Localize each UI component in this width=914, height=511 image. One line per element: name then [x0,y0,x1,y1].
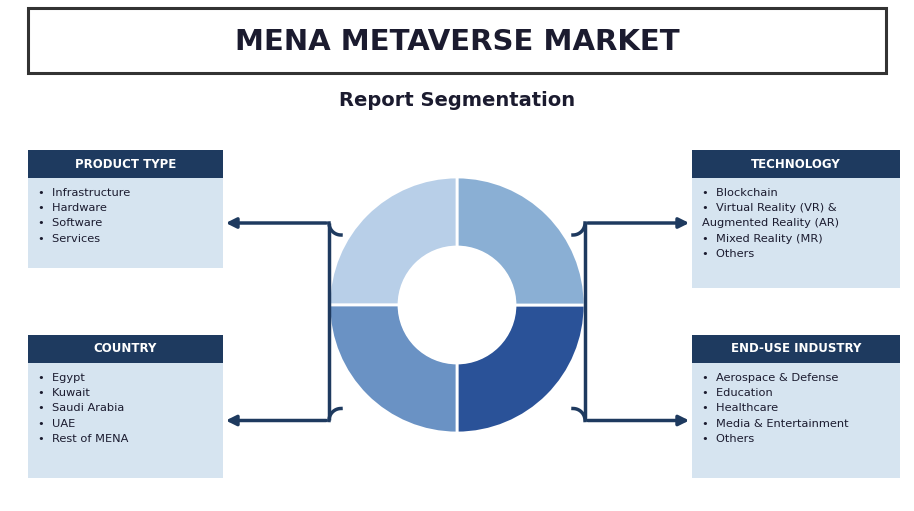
Wedge shape [457,305,585,433]
Text: •  Infrastructure
•  Hardware
•  Software
•  Services: • Infrastructure • Hardware • Software •… [38,188,131,244]
FancyBboxPatch shape [28,335,223,363]
FancyBboxPatch shape [28,363,223,478]
Text: Report Segmentation: Report Segmentation [339,90,575,109]
Text: •  Egypt
•  Kuwait
•  Saudi Arabia
•  UAE
•  Rest of MENA: • Egypt • Kuwait • Saudi Arabia • UAE • … [38,373,128,444]
Text: •  Aerospace & Defense
•  Education
•  Healthcare
•  Media & Entertainment
•  Ot: • Aerospace & Defense • Education • Heal… [702,373,848,444]
FancyBboxPatch shape [692,335,900,363]
Text: COUNTRY: COUNTRY [94,342,157,356]
Text: END-USE INDUSTRY: END-USE INDUSTRY [731,342,861,356]
FancyBboxPatch shape [692,363,900,478]
FancyBboxPatch shape [692,178,900,288]
Circle shape [399,247,515,363]
Wedge shape [329,177,457,305]
Text: •  Blockchain
•  Virtual Reality (VR) &
Augmented Reality (AR)
•  Mixed Reality : • Blockchain • Virtual Reality (VR) & Au… [702,188,839,259]
Wedge shape [329,305,457,433]
Wedge shape [457,177,585,305]
FancyBboxPatch shape [28,178,223,268]
Text: PRODUCT TYPE: PRODUCT TYPE [75,157,176,171]
FancyBboxPatch shape [28,8,886,73]
FancyBboxPatch shape [692,150,900,178]
Text: TECHNOLOGY: TECHNOLOGY [751,157,841,171]
FancyBboxPatch shape [28,150,223,178]
Text: MENA METAVERSE MARKET: MENA METAVERSE MARKET [235,28,679,56]
